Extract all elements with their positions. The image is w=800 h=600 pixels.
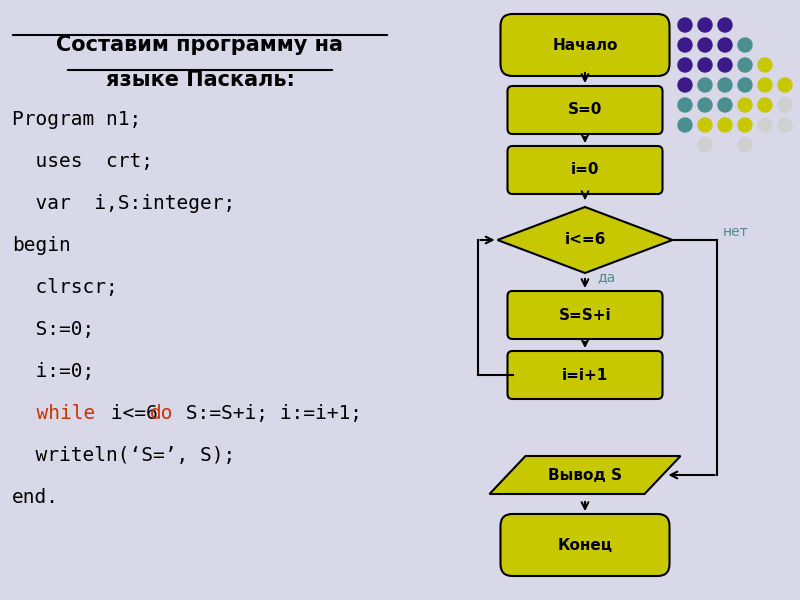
Circle shape bbox=[718, 98, 732, 112]
FancyBboxPatch shape bbox=[501, 514, 670, 576]
Circle shape bbox=[758, 78, 772, 92]
Circle shape bbox=[738, 138, 752, 152]
Text: Составим программу на: Составим программу на bbox=[57, 35, 343, 55]
Circle shape bbox=[778, 118, 792, 132]
Circle shape bbox=[678, 118, 692, 132]
Circle shape bbox=[698, 118, 712, 132]
Text: нет: нет bbox=[722, 225, 748, 239]
Circle shape bbox=[698, 98, 712, 112]
Circle shape bbox=[698, 58, 712, 72]
Circle shape bbox=[758, 118, 772, 132]
Circle shape bbox=[738, 38, 752, 52]
Text: i:=0;: i:=0; bbox=[12, 362, 94, 381]
Circle shape bbox=[718, 78, 732, 92]
Text: var  i,S:integer;: var i,S:integer; bbox=[12, 194, 235, 213]
Circle shape bbox=[778, 78, 792, 92]
FancyBboxPatch shape bbox=[501, 14, 670, 76]
Text: begin: begin bbox=[12, 236, 70, 255]
FancyBboxPatch shape bbox=[507, 146, 662, 194]
Text: S:=0;: S:=0; bbox=[12, 320, 94, 339]
Text: i=0: i=0 bbox=[570, 163, 599, 178]
Text: S:=S+i; i:=i+1;: S:=S+i; i:=i+1; bbox=[174, 404, 362, 423]
Text: Начало: Начало bbox=[552, 37, 618, 52]
Text: i<=6: i<=6 bbox=[564, 232, 606, 247]
Text: while: while bbox=[13, 404, 95, 423]
Circle shape bbox=[738, 78, 752, 92]
FancyBboxPatch shape bbox=[507, 291, 662, 339]
Circle shape bbox=[718, 58, 732, 72]
Circle shape bbox=[718, 118, 732, 132]
Circle shape bbox=[738, 118, 752, 132]
Circle shape bbox=[738, 58, 752, 72]
Polygon shape bbox=[498, 207, 673, 273]
FancyBboxPatch shape bbox=[507, 86, 662, 134]
Text: S=S+i: S=S+i bbox=[558, 307, 611, 323]
Circle shape bbox=[678, 78, 692, 92]
Text: do: do bbox=[150, 404, 174, 423]
Text: writeln(‘S=’, S);: writeln(‘S=’, S); bbox=[12, 446, 235, 465]
Text: i=i+1: i=i+1 bbox=[562, 367, 608, 383]
Text: end.: end. bbox=[12, 488, 59, 507]
Text: языке Паскаль:: языке Паскаль: bbox=[106, 70, 294, 90]
Circle shape bbox=[698, 18, 712, 32]
Text: S=0: S=0 bbox=[568, 103, 602, 118]
Text: Конец: Конец bbox=[558, 538, 613, 553]
FancyBboxPatch shape bbox=[507, 351, 662, 399]
Circle shape bbox=[678, 98, 692, 112]
Circle shape bbox=[698, 138, 712, 152]
Circle shape bbox=[698, 78, 712, 92]
Text: Вывод S: Вывод S bbox=[548, 467, 622, 482]
Text: да: да bbox=[597, 270, 615, 284]
Polygon shape bbox=[490, 456, 681, 494]
Text: i<=6: i<=6 bbox=[99, 404, 170, 423]
Circle shape bbox=[698, 38, 712, 52]
Circle shape bbox=[718, 18, 732, 32]
Circle shape bbox=[738, 98, 752, 112]
Circle shape bbox=[778, 98, 792, 112]
Circle shape bbox=[678, 18, 692, 32]
Text: Program n1;: Program n1; bbox=[12, 110, 142, 129]
Circle shape bbox=[758, 98, 772, 112]
Circle shape bbox=[758, 58, 772, 72]
Circle shape bbox=[678, 38, 692, 52]
Circle shape bbox=[678, 58, 692, 72]
Text: uses  crt;: uses crt; bbox=[12, 152, 153, 171]
Text: clrscr;: clrscr; bbox=[12, 278, 118, 297]
Circle shape bbox=[718, 38, 732, 52]
